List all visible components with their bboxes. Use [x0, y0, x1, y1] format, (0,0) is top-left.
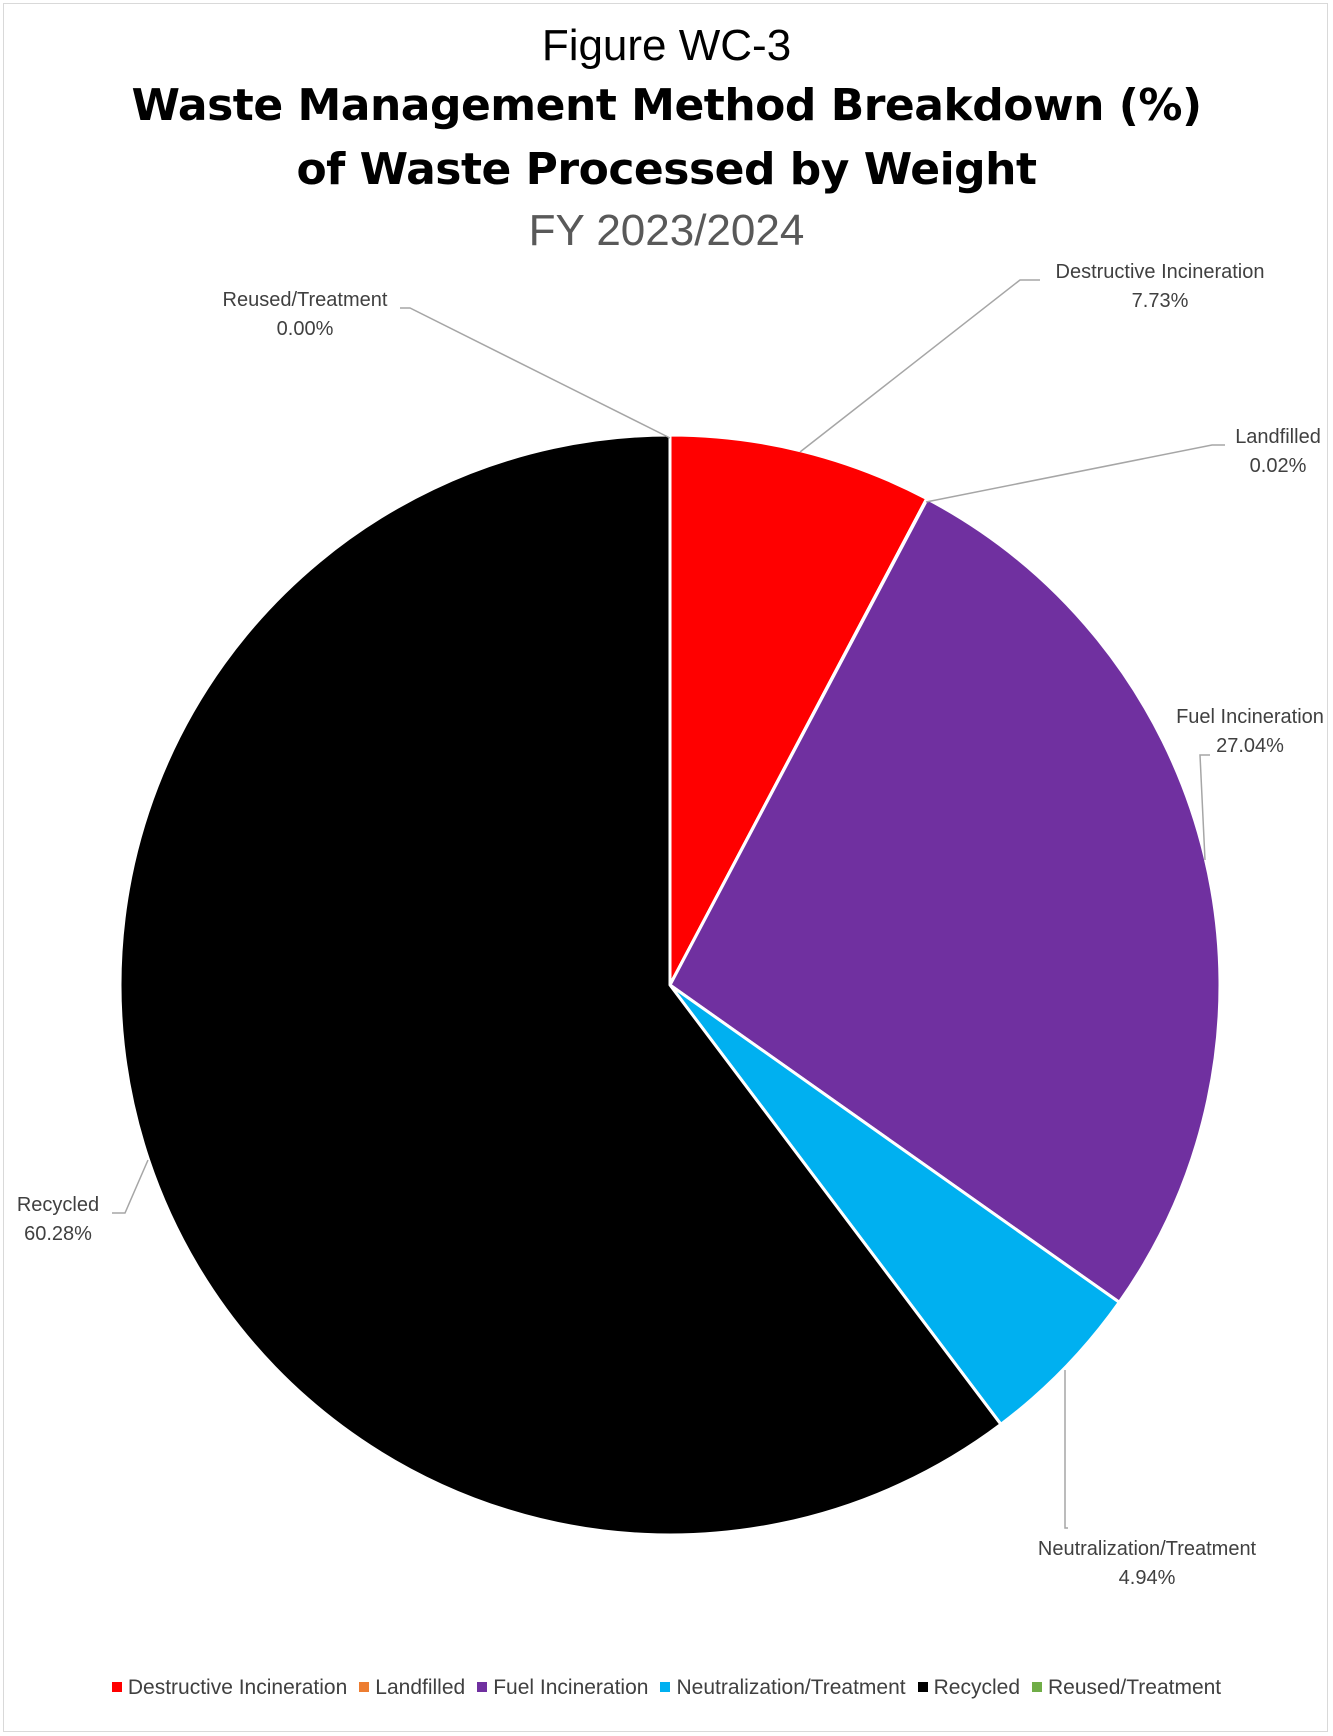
chart-titles: Figure WC-3 Waste Management Method Brea…: [0, 18, 1333, 260]
legend-item-destructive-incineration: Destructive Incineration: [111, 1676, 348, 1700]
leader-line-reused-treatment: [400, 307, 671, 439]
legend-label-recycled: Recycled: [933, 1676, 1020, 1699]
legend-swatch-destructive-incineration: [111, 1682, 122, 1692]
legend-label-neutralization-treatment: Neutralization/Treatment: [676, 1676, 906, 1699]
chart-legend: Destructive Incineration Landfilled Fuel I…: [0, 1676, 1333, 1700]
legend-label-reused-treatment: Reused/Treatment: [1048, 1676, 1222, 1699]
leader-line-recycled: [112, 1159, 149, 1214]
leader-line-neutralization-treatment: [1064, 1370, 1068, 1529]
chart-title-line-1: Waste Management Method Breakdown (%): [131, 80, 1202, 131]
legend-swatch-reused-treatment: [1032, 1682, 1042, 1692]
data-label-value-neutralization-treatment: 4.94%: [1119, 1567, 1176, 1589]
data-label-name-landfilled: Landfilled: [1235, 426, 1321, 448]
data-label-name-neutralization-treatment: Neutralization/Treatment: [1038, 1538, 1257, 1560]
leader-line-destructive-incineration: [799, 279, 1040, 453]
data-label-value-destructive-incineration: 7.73%: [1132, 290, 1189, 312]
figure-label: Figure WC-3: [541, 21, 792, 70]
data-label-value-fuel-incineration: 27.04%: [1216, 735, 1284, 757]
chart-title-line-2: of Waste Processed by Weight: [296, 144, 1037, 195]
legend-label-landfilled: Landfilled: [375, 1676, 466, 1699]
legend-label-fuel-incineration: Fuel Incineration: [493, 1676, 649, 1699]
pie-slice-neutralization-treatment: [668, 983, 1121, 1426]
legend-item-landfilled: Landfilled: [359, 1676, 465, 1700]
data-label-name-recycled: Recycled: [17, 1194, 99, 1216]
data-label-value-recycled: 60.28%: [24, 1223, 92, 1245]
legend-swatch-neutralization-treatment: [660, 1682, 671, 1692]
legend-swatch-recycled: [917, 1682, 928, 1692]
pie-slice-recycled: [118, 433, 1003, 1537]
legend-item-neutralization-treatment: Neutralization/Treatment: [660, 1676, 906, 1700]
legend-label-destructive-incineration: Destructive Incineration: [127, 1676, 348, 1699]
legend-item-reused-treatment: Reused/Treatment: [1032, 1676, 1221, 1700]
legend-swatch-landfilled: [359, 1682, 370, 1692]
legend-item-fuel-incineration: Fuel Incineration: [477, 1676, 648, 1700]
legend-item-recycled: Recycled: [917, 1676, 1020, 1700]
data-label-name-fuel-incineration: Fuel Incineration: [1176, 706, 1324, 728]
data-label-value-reused-treatment: 0.00%: [277, 318, 334, 340]
chart-subtitle: FY 2023/2024: [528, 206, 805, 255]
data-label-name-destructive-incineration: Destructive Incineration: [1056, 261, 1265, 283]
legend-swatch-fuel-incineration: [477, 1682, 488, 1692]
leader-line-fuel-incineration: [1199, 754, 1210, 861]
data-label-value-landfilled: 0.02%: [1250, 455, 1307, 477]
leader-line-landfilled: [925, 444, 1225, 503]
data-label-name-reused-treatment: Reused/Treatment: [223, 289, 388, 311]
